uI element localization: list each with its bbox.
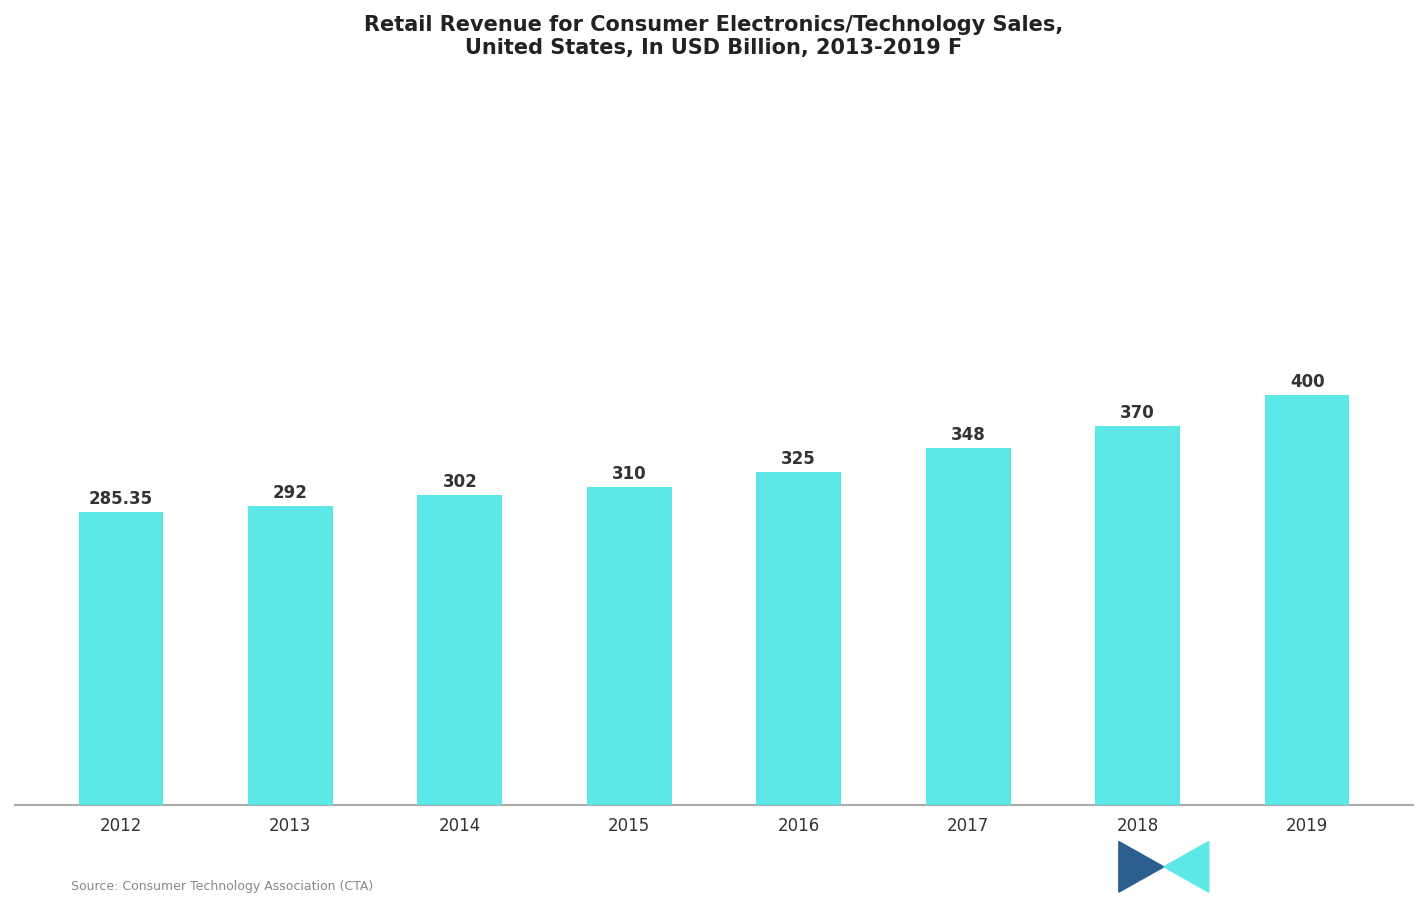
Text: 302: 302 xyxy=(443,473,477,490)
Text: 310: 310 xyxy=(613,465,647,482)
Bar xyxy=(757,472,841,805)
Bar xyxy=(248,506,333,805)
Text: 400: 400 xyxy=(1289,373,1324,390)
Polygon shape xyxy=(1164,842,1210,892)
Bar xyxy=(587,488,671,805)
Bar xyxy=(417,496,503,805)
Text: 325: 325 xyxy=(781,450,817,467)
Bar xyxy=(925,449,1011,805)
Polygon shape xyxy=(1120,842,1164,892)
Text: 285.35: 285.35 xyxy=(89,489,153,507)
Text: 348: 348 xyxy=(951,425,985,443)
Text: 370: 370 xyxy=(1120,404,1155,421)
Bar xyxy=(1265,396,1349,805)
Text: Source: Consumer Technology Association (CTA): Source: Consumer Technology Association … xyxy=(71,880,374,892)
Bar xyxy=(79,513,163,805)
Title: Retail Revenue for Consumer Electronics/Technology Sales,
United States, In USD : Retail Revenue for Consumer Electronics/… xyxy=(364,15,1064,58)
Bar xyxy=(1095,426,1180,805)
Text: 292: 292 xyxy=(273,483,308,501)
